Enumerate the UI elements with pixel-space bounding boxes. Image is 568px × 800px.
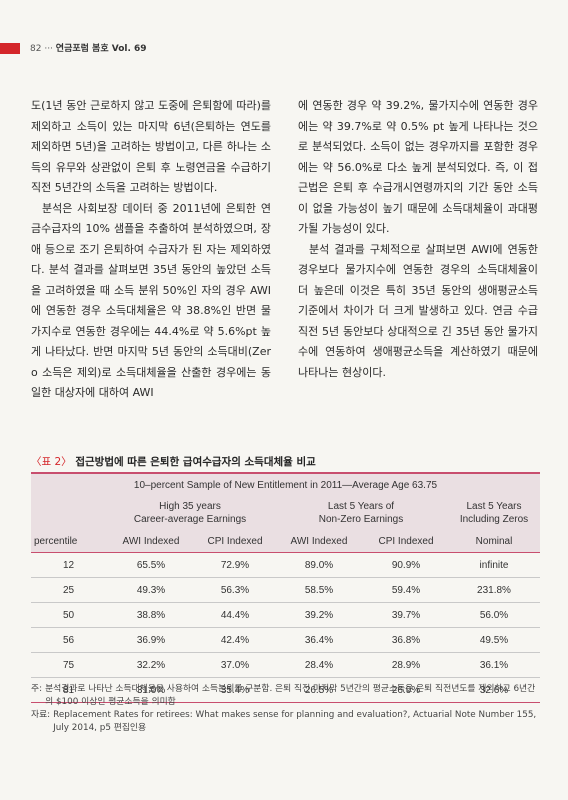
table-row: 12 65.5% 72.9% 89.0% 90.9% infinite: [31, 552, 540, 578]
group-header: High 35 years Career-average Earnings: [106, 496, 274, 530]
table-cell: 90.9%: [364, 552, 448, 578]
group-header-line: Last 5 Years of: [327, 501, 395, 512]
table-cell: 81: [31, 677, 106, 703]
column-header: CPI Indexed: [196, 530, 274, 553]
table-cell: 58.5%: [274, 577, 364, 603]
table-cell: 39.7%: [364, 602, 448, 628]
body-paragraph: 분석 결과를 구체적으로 살펴보면 AWI에 연동한 경우보다 물가지수에 연동…: [298, 242, 538, 379]
table-cell: 38.8%: [106, 602, 196, 628]
table-cell: 37.0%: [196, 652, 274, 678]
table-cell: 56: [31, 627, 106, 653]
body-paragraph: 분석은 사회보장 데이터 중 2011년에 은퇴한 연금수급자의 10% 샘플을…: [31, 201, 271, 400]
note-tag: 주:: [31, 684, 43, 694]
table-cell: 56.3%: [196, 577, 274, 603]
table-cell: 59.4%: [364, 577, 448, 603]
table-row: 81 31.0% 35.4% 26.5% 26.9% 32.6%: [31, 677, 540, 703]
source-item: 자료: Replacement Rates for retirees: What…: [31, 709, 541, 735]
table-label: 〈표 2〉: [31, 456, 72, 468]
table-cell: 44.4%: [196, 602, 274, 628]
table-cell: 89.0%: [274, 552, 364, 578]
group-header-line: Last 5 Years: [466, 501, 522, 512]
table-title: 접근방법에 따른 은퇴한 급여수급자의 소득대체율 비교: [75, 456, 316, 468]
header-accent-bar: [0, 43, 20, 54]
table-cell: 39.2%: [274, 602, 364, 628]
column-header: CPI Indexed: [364, 530, 448, 553]
replacement-rate-table: 10–percent Sample of New Entitlement in …: [31, 472, 540, 703]
header-separator: ···: [44, 44, 53, 54]
header-blank-cell: [31, 496, 106, 530]
table-cell: 26.9%: [364, 677, 448, 703]
table-cell: 49.3%: [106, 577, 196, 603]
table-cell: 231.8%: [448, 577, 540, 603]
table-cell: 32.6%: [448, 677, 540, 703]
table-cell: 25: [31, 577, 106, 603]
group-header: Last 5 Years Including Zeros: [448, 496, 540, 530]
table-cell: 72.9%: [196, 552, 274, 578]
group-header: Last 5 Years of Non-Zero Earnings: [274, 496, 448, 530]
body-paragraph: 도(1년 동안 근로하지 않고 도중에 은퇴함에 따라)를 제외하고 소득이 있…: [31, 99, 271, 194]
table-cell: 49.5%: [448, 627, 540, 653]
table-top-header: 10–percent Sample of New Entitlement in …: [31, 472, 540, 496]
page-number: 82: [30, 44, 42, 54]
table-cell: 26.5%: [274, 677, 364, 703]
group-header-line: High 35 years: [159, 501, 221, 512]
table-cell: 31.0%: [106, 677, 196, 703]
table-cell: 36.8%: [364, 627, 448, 653]
table-cell: 36.4%: [274, 627, 364, 653]
column-header: AWI Indexed: [274, 530, 364, 553]
table-cell: 42.4%: [196, 627, 274, 653]
note-text: 분석결과로 나타난 소득대체율을 사용하여 소득분위를 구분함. 은퇴 직전 마…: [45, 684, 536, 707]
group-header-line: Including Zeros: [459, 514, 529, 525]
table-cell: 36.1%: [448, 652, 540, 678]
note-item: 주: 분석결과로 나타난 소득대체율을 사용하여 소득분위를 구분함. 은퇴 직…: [31, 683, 541, 709]
table-cell: infinite: [448, 552, 540, 578]
left-column: 도(1년 동안 근로하지 않고 도중에 은퇴함에 따라)를 제외하고 소득이 있…: [31, 96, 271, 404]
column-header: AWI Indexed: [106, 530, 196, 553]
source-tag: 자료:: [31, 710, 51, 720]
table-cell: 50: [31, 602, 106, 628]
table-row: 50 38.8% 44.4% 39.2% 39.7% 56.0%: [31, 602, 540, 628]
group-header-line: Career-average Earnings: [133, 514, 247, 525]
table-cell: 75: [31, 652, 106, 678]
table-cell: 36.9%: [106, 627, 196, 653]
journal-name: 연금포럼 봄호 Vol. 69: [55, 44, 147, 54]
running-head: 82 ··· 연금포럼 봄호 Vol. 69: [30, 41, 147, 54]
table-row: 75 32.2% 37.0% 28.4% 28.9% 36.1%: [31, 652, 540, 678]
table-cell: 28.9%: [364, 652, 448, 678]
page-header: 82 ··· 연금포럼 봄호 Vol. 69: [0, 39, 568, 59]
source-text: Replacement Rates for retirees: What mak…: [53, 710, 537, 733]
table-cell: 12: [31, 552, 106, 578]
table-cell: 32.2%: [106, 652, 196, 678]
column-header: Nominal: [448, 530, 540, 553]
right-column: 에 연동한 경우 약 39.2%, 물가지수에 연동한 경우에는 약 39.7%…: [298, 96, 538, 383]
column-header: percentile: [31, 530, 106, 553]
table-cell: 56.0%: [448, 602, 540, 628]
table-row: 25 49.3% 56.3% 58.5% 59.4% 231.8%: [31, 577, 540, 603]
table-cell: 65.5%: [106, 552, 196, 578]
group-header-line: Non-Zero Earnings: [318, 514, 404, 525]
table-cell: 28.4%: [274, 652, 364, 678]
table-cell: 35.4%: [196, 677, 274, 703]
body-paragraph: 에 연동한 경우 약 39.2%, 물가지수에 연동한 경우에는 약 39.7%…: [298, 99, 538, 235]
table-caption: 〈표 2〉 접근방법에 따른 은퇴한 급여수급자의 소득대체율 비교: [31, 454, 316, 469]
table-row: 56 36.9% 42.4% 36.4% 36.8% 49.5%: [31, 627, 540, 653]
table-notes: 주: 분석결과로 나타난 소득대체율을 사용하여 소득분위를 구분함. 은퇴 직…: [31, 683, 541, 735]
